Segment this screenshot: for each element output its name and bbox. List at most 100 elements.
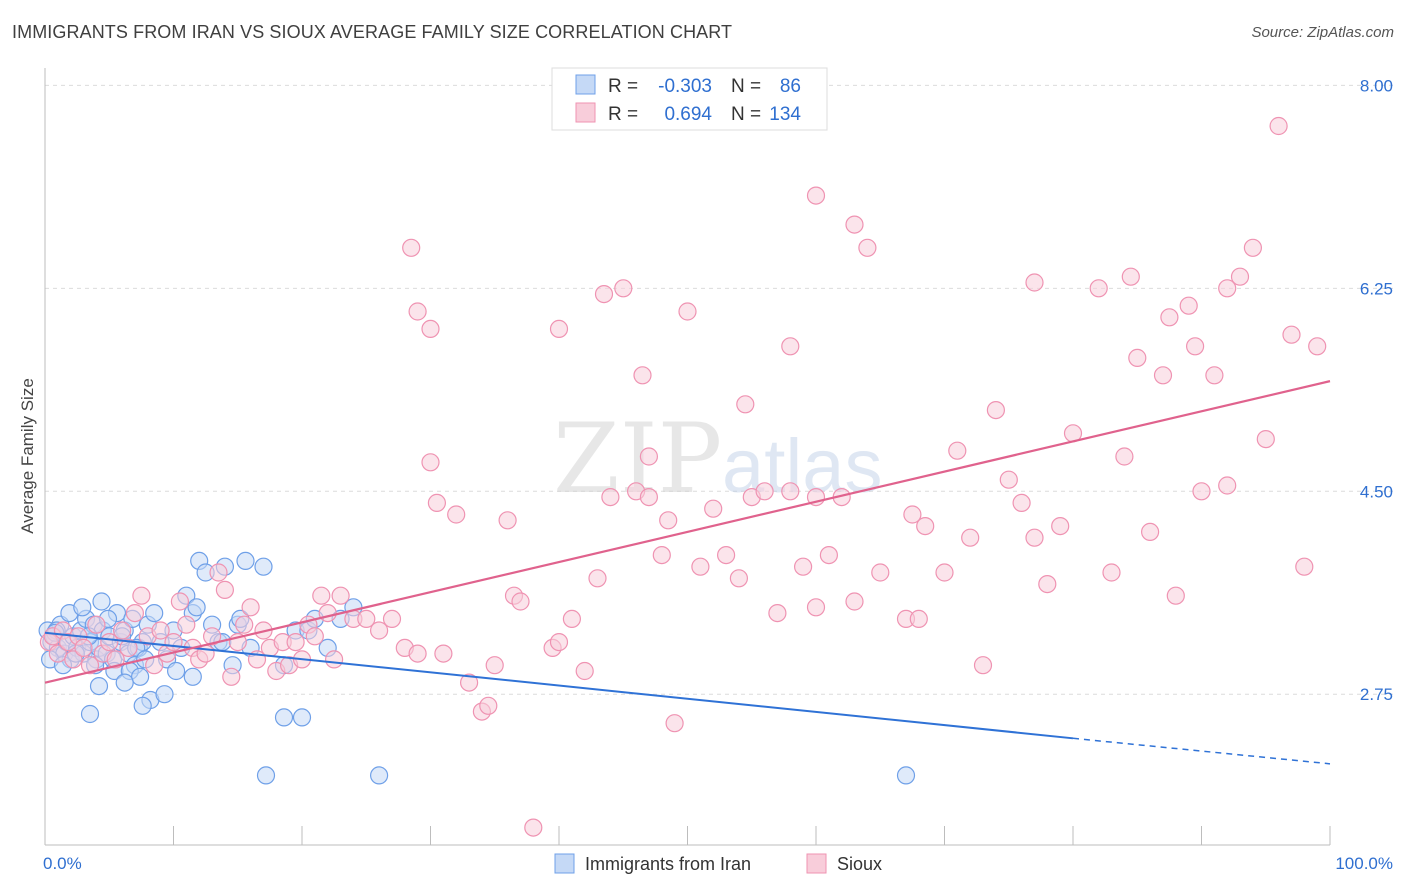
sioux-point <box>382 609 402 629</box>
sioux-point <box>1218 279 1237 298</box>
y-tick-label: 4.50 <box>1360 482 1393 501</box>
sioux-point <box>209 563 228 582</box>
iran-trend-line <box>44 631 1074 740</box>
sioux-point <box>434 644 453 663</box>
y-tick-label: 6.25 <box>1360 279 1393 298</box>
sioux-point <box>119 638 138 658</box>
sioux-point <box>286 632 305 652</box>
sioux-point <box>1166 586 1185 605</box>
sioux-point <box>736 395 755 414</box>
sioux-point <box>549 319 569 338</box>
sioux-point <box>1185 337 1205 356</box>
sioux-point <box>132 586 151 605</box>
sioux-point <box>164 632 183 652</box>
stats-n-label-sioux: N = <box>731 104 761 125</box>
tick-layer: 2.75 4.50 6.25 8.00 0.0% 100.0% <box>43 76 1393 873</box>
sioux-point <box>100 632 119 652</box>
sioux-point <box>1121 267 1140 286</box>
sioux-point <box>177 615 196 634</box>
iran-point <box>896 766 916 785</box>
sioux-point <box>916 516 935 536</box>
sioux-point <box>1025 528 1044 547</box>
sioux-point <box>524 818 543 837</box>
sioux-point <box>639 447 659 466</box>
sioux-point <box>64 650 83 669</box>
stats-r-label-iran: R = <box>608 76 638 97</box>
sioux-point <box>1308 337 1327 356</box>
iran-point <box>370 766 389 785</box>
iran-point <box>80 704 100 724</box>
sioux-point <box>325 650 344 669</box>
sioux-point <box>421 453 440 472</box>
iran-point <box>115 673 134 692</box>
sioux-point <box>948 441 967 460</box>
sioux-point <box>1051 516 1070 536</box>
sioux-point <box>691 557 710 576</box>
sioux-point <box>1205 366 1224 385</box>
sioux-point <box>659 511 678 530</box>
sioux-point <box>479 696 498 715</box>
sioux-point <box>235 615 254 634</box>
sioux-point <box>1140 522 1160 542</box>
trend-layer <box>44 380 1331 765</box>
chart-source: Source: ZipAtlas.com <box>1251 24 1394 41</box>
sioux-point <box>1230 267 1250 286</box>
stats-legend-box <box>551 67 828 131</box>
stats-r-value-iran: -0.303 <box>658 76 712 97</box>
sioux-point <box>1256 430 1275 449</box>
sioux-point <box>678 302 697 321</box>
sioux-point <box>845 592 864 611</box>
sioux-point <box>1243 238 1263 257</box>
sioux-point <box>768 603 787 623</box>
chart-title: IMMIGRANTS FROM IRAN VS SIOUX AVERAGE FA… <box>12 22 733 42</box>
sioux-point <box>357 609 376 629</box>
sioux-point <box>1295 557 1314 576</box>
sioux-point <box>87 615 106 634</box>
legend-label-sioux: Sioux <box>837 854 882 874</box>
sioux-point <box>614 279 633 298</box>
sioux-point <box>1089 279 1108 298</box>
sioux-point <box>858 238 877 257</box>
sioux-trend-line <box>44 380 1331 684</box>
sioux-point <box>80 656 100 675</box>
sioux-point <box>665 714 684 733</box>
sioux-point <box>1038 574 1057 594</box>
sioux-point <box>806 598 826 617</box>
sioux-point <box>806 186 826 205</box>
grid-layer <box>45 84 1393 695</box>
stats-legend-swatch-iran <box>575 74 596 95</box>
sioux-point <box>601 488 620 507</box>
sioux-point <box>203 627 222 646</box>
series-sioux-points <box>39 116 1327 837</box>
iran-point <box>292 708 312 727</box>
sioux-point <box>755 482 774 501</box>
sioux-point <box>903 505 922 524</box>
sioux-point <box>408 302 427 321</box>
iran-point <box>133 696 152 715</box>
iran-point <box>236 551 255 571</box>
sioux-point <box>716 545 736 565</box>
sioux-point <box>1179 296 1198 315</box>
iran-point <box>145 603 164 623</box>
sioux-point <box>151 621 170 640</box>
stats-legend: R = -0.303 N = 86 R = 0.694 N = 134 <box>551 67 828 131</box>
iran-trend-extension <box>1072 737 1331 765</box>
sioux-point <box>1025 273 1044 292</box>
sioux-point <box>819 545 839 565</box>
sioux-point <box>781 337 800 356</box>
sioux-point <box>408 644 427 663</box>
sioux-point <box>1218 476 1237 495</box>
iran-point <box>167 661 186 681</box>
sioux-point <box>594 285 614 304</box>
sioux-point <box>909 609 928 629</box>
sioux-point <box>633 366 652 385</box>
sioux-point <box>1153 366 1173 385</box>
sioux-point <box>421 319 440 338</box>
iran-point <box>92 592 111 611</box>
sioux-point <box>112 621 132 640</box>
sioux-point <box>427 493 446 512</box>
sioux-point <box>652 545 671 565</box>
sioux-point <box>588 569 607 588</box>
sioux-point <box>331 586 350 605</box>
